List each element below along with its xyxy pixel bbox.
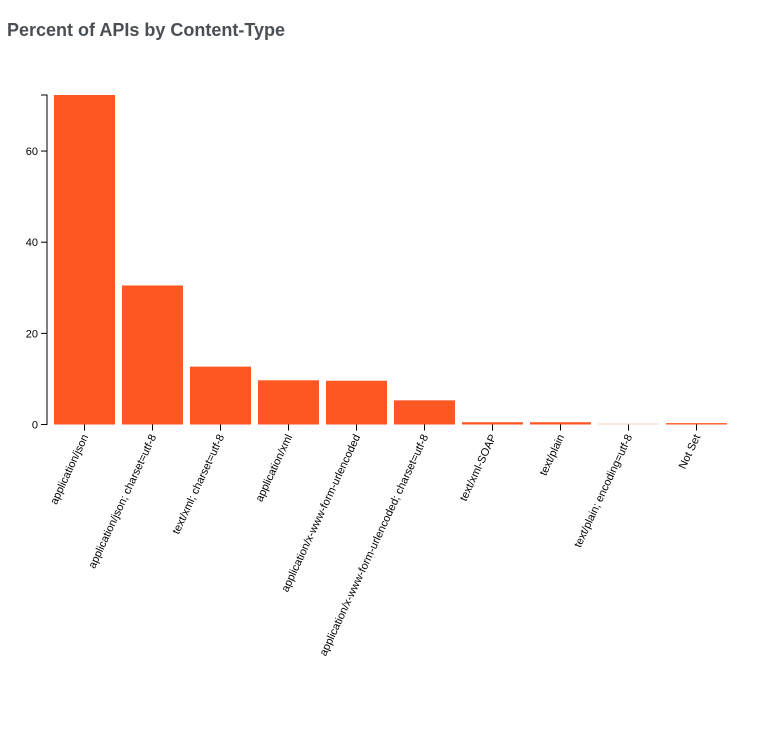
x-tick-label: text/xml-SOAP [458, 433, 499, 503]
x-tick-label: text/xml; charset=utf-8 [170, 433, 227, 536]
bar[interactable] [122, 285, 183, 425]
x-tick-label: application/json [48, 433, 91, 507]
x-tick-label: text/plain [538, 433, 567, 478]
bar[interactable] [190, 366, 251, 425]
y-tick-label: 60 [26, 146, 38, 158]
bar[interactable] [598, 423, 659, 425]
y-tick-label: 0 [32, 420, 38, 432]
bar[interactable] [54, 95, 115, 425]
x-tick-label: application/json; charset=utf-8 [86, 433, 159, 571]
bar[interactable] [326, 380, 387, 425]
x-tick-label: application/xml [254, 433, 296, 504]
bar[interactable] [258, 380, 319, 425]
bar[interactable] [530, 422, 591, 425]
x-tick-label: text/plain; encoding=utf-8 [572, 433, 635, 550]
y-tick-label: 20 [26, 328, 38, 340]
y-axis: 0 20 40 60 [26, 94, 48, 432]
x-tick-label: Not Set [677, 433, 703, 471]
chart-title: Percent of APIs by Content-Type [7, 20, 286, 40]
bar[interactable] [666, 423, 727, 425]
bar[interactable] [462, 422, 523, 425]
bar[interactable] [394, 400, 455, 425]
y-axis-line [41, 94, 48, 425]
x-tick-label: application/x-www-form-urlencoded; chars… [318, 433, 432, 658]
x-tick-label: application/x-www-form-urlencoded [279, 433, 363, 594]
y-tick-label: 40 [26, 237, 38, 249]
bars [54, 95, 727, 425]
